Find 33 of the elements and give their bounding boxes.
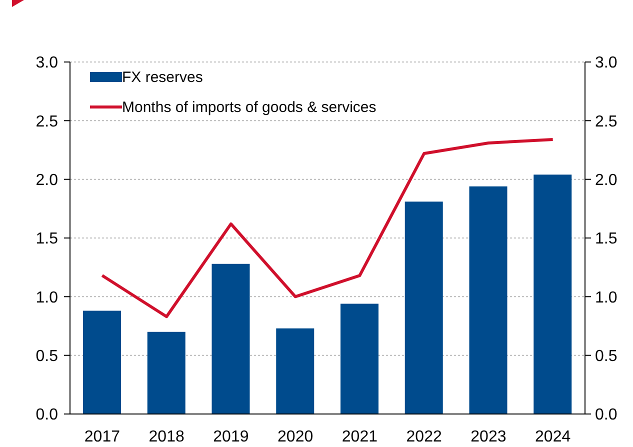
x-tick-label: 2019 xyxy=(213,428,249,446)
x-tick-label: 2021 xyxy=(342,428,378,446)
bar xyxy=(147,332,186,414)
y2-tick-label: 0.5 xyxy=(595,348,618,366)
x-tick-label: 2022 xyxy=(406,428,442,446)
bar xyxy=(404,202,443,414)
x-tick-label: 2020 xyxy=(278,428,314,446)
y2-tick-label: 2.0 xyxy=(595,172,618,190)
y2-tick-label: 0.0 xyxy=(595,406,618,424)
y-tick-label: 1.0 xyxy=(36,289,58,306)
bar xyxy=(340,304,378,414)
bar xyxy=(276,328,314,414)
bar xyxy=(534,174,572,414)
y-tick-label: 2.5 xyxy=(36,113,58,130)
y-tick-label: 1.5 xyxy=(36,230,58,248)
y2-tick-label: 1.5 xyxy=(595,230,618,248)
y-tick-label: 3.0 xyxy=(36,54,58,72)
legend-label: FX reserves xyxy=(122,68,203,86)
x-tick-label: 2017 xyxy=(84,428,120,446)
bar xyxy=(83,310,121,414)
y2-tick-label: 2.5 xyxy=(595,113,618,130)
y-tick-label: 0.0 xyxy=(36,406,58,424)
y2-tick-label: 3.0 xyxy=(595,54,618,72)
line-series xyxy=(100,138,554,318)
x-tick-label: 2023 xyxy=(470,428,506,446)
bar xyxy=(469,186,508,414)
y-tick-label: 2.0 xyxy=(36,172,58,190)
x-tick-label: 2018 xyxy=(148,428,184,446)
x-tick-label: 2024 xyxy=(535,428,571,446)
bar xyxy=(212,264,250,414)
y2-tick-label: 1.0 xyxy=(595,289,618,306)
legend-label: Months of imports of goods & services xyxy=(122,98,376,116)
y-tick-label: 0.5 xyxy=(36,348,58,366)
